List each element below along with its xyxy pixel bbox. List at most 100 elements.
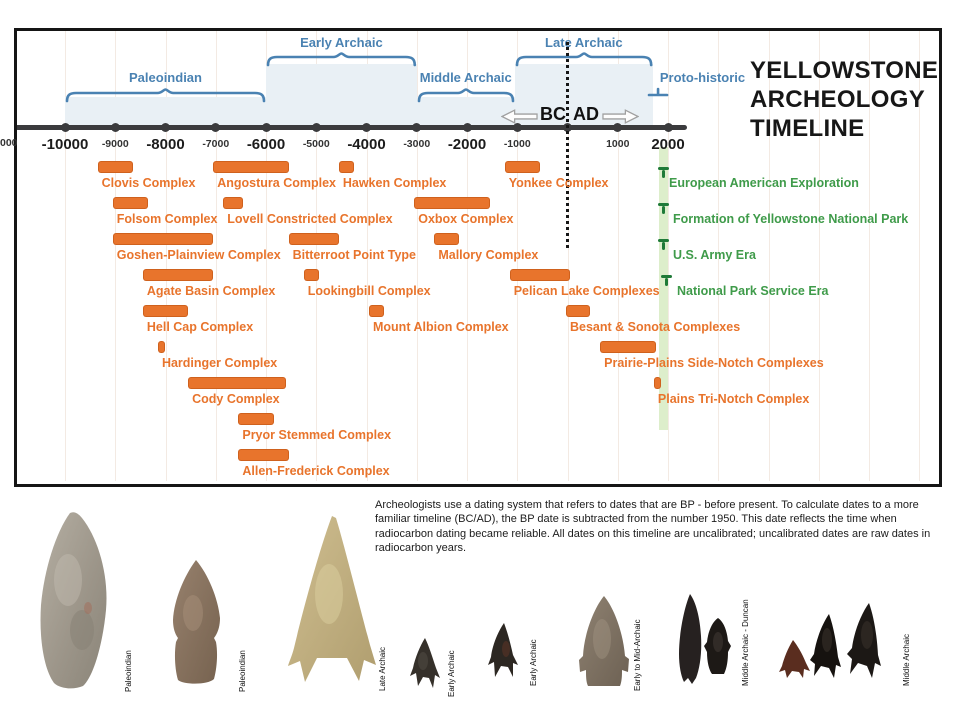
axis-tick-dot — [311, 123, 321, 132]
complex-bar — [565, 305, 591, 317]
chart-title-line-2: ARCHEOLOGY — [750, 86, 926, 113]
projectile-points-middle-archaic-duncan — [679, 594, 731, 684]
gridline — [316, 31, 318, 481]
period-shade — [416, 97, 515, 128]
complex-label: Oxbox Complex — [418, 212, 514, 226]
clipped-left-tick-label: 000 — [0, 137, 18, 149]
period-brace — [647, 87, 669, 97]
period-brace — [266, 52, 417, 67]
projectile-point-early-archaic-1 — [410, 638, 440, 688]
projectile-point-paleoindian-1 — [40, 512, 107, 689]
gridline — [65, 31, 66, 481]
axis-tick-label: -9000 — [101, 138, 129, 150]
gridline — [668, 31, 669, 481]
period-label-late-archaic: Late Archaic — [545, 35, 623, 50]
axis-tick-label: 2000 — [651, 136, 685, 153]
complex-bar — [504, 161, 540, 173]
projectile-point-paleoindian-2 — [173, 560, 220, 684]
historic-event-label: U.S. Army Era — [673, 248, 756, 262]
axis-tick-label: -6000 — [246, 136, 286, 153]
gridline — [366, 31, 368, 481]
artifact-label-4: Early Archaic — [447, 650, 456, 697]
complex-label: Agate Basin Complex — [146, 284, 276, 298]
complex-label: Lovell Constricted Complex — [227, 212, 393, 226]
historic-era-pin — [661, 275, 673, 286]
axis-tick-label: -5000 — [302, 138, 330, 150]
artifact-label-8: Middle Archaic — [902, 633, 911, 686]
complex-bar — [653, 377, 661, 389]
complex-bar — [238, 449, 289, 461]
complex-label: Pelican Lake Complexes — [513, 284, 660, 298]
artifact-label-3: Late Archaic — [378, 646, 387, 691]
complex-label: Allen-Frederick Complex — [242, 464, 390, 478]
gridline — [869, 31, 870, 481]
complex-bar — [142, 269, 214, 281]
gridline — [919, 31, 921, 481]
axis-tick-dot — [211, 123, 221, 132]
gridline — [517, 31, 519, 481]
projectile-point-early-archaic-2 — [488, 623, 518, 677]
historic-era-pin — [658, 167, 670, 178]
axis-tick-dot — [161, 123, 170, 132]
axis-tick-dot — [110, 123, 120, 132]
complex-label: Folsom Complex — [116, 212, 218, 226]
complex-label: Mallory Complex — [438, 248, 539, 262]
gridline — [215, 31, 217, 481]
gridline — [718, 31, 720, 481]
historic-event-label: European American Exploration — [669, 176, 859, 190]
complex-bar — [142, 305, 189, 317]
gridline — [567, 31, 569, 481]
artifact-label-2: Paleoindian — [238, 650, 247, 692]
complex-bar — [338, 161, 354, 173]
period-brace — [515, 52, 653, 67]
chart-title-line-1: YELLOWSTONE — [750, 57, 939, 84]
complex-label: Plains Tri-Notch Complex — [657, 392, 810, 406]
complex-bar — [369, 305, 385, 317]
gridline — [617, 31, 619, 481]
complex-bar — [303, 269, 319, 281]
gridline — [768, 31, 770, 481]
artifact-label-7: Middle Archaic - Duncan — [741, 599, 750, 686]
complex-bar — [509, 269, 570, 281]
complex-bar — [288, 233, 339, 245]
axis-tick-label: -3000 — [403, 138, 431, 150]
axis-tick-dot — [261, 123, 271, 132]
complex-bar — [238, 413, 274, 425]
historic-event-label: Formation of Yellowstone National Park — [673, 212, 909, 226]
bc-label: BC — [540, 104, 566, 124]
artifact-label-1: Paleoindian — [124, 650, 133, 692]
axis-tick-label: -10000 — [41, 136, 89, 153]
complex-label: Angostura Complex — [217, 176, 336, 190]
complex-bar — [157, 341, 166, 353]
gridline — [818, 31, 820, 481]
historic-event-label: National Park Service Era — [677, 284, 829, 298]
bc-ad-divider-line — [565, 42, 569, 248]
historic-era-pin — [658, 203, 670, 214]
axis-tick-label: -4000 — [347, 136, 386, 153]
complex-label: Hell Cap Complex — [146, 320, 254, 334]
complex-bar — [188, 377, 287, 389]
complex-bar — [213, 161, 289, 173]
complex-label: Besant & Sonota Complexes — [569, 320, 741, 334]
period-shade — [266, 64, 417, 128]
axis-tick-label: -7000 — [202, 138, 230, 150]
projectile-point-late-archaic — [288, 516, 376, 682]
complex-label: Prairie-Plains Side-Notch Complexes — [604, 356, 824, 370]
axis-tick-label: -2000 — [447, 136, 487, 153]
complex-bar — [223, 197, 244, 209]
axis-tick-dot — [613, 123, 623, 132]
projectile-points-middle-archaic — [779, 603, 881, 678]
axis-tick-label: -1000 — [503, 138, 531, 150]
complex-label: Bitterroot Point Type — [292, 248, 416, 262]
axis-tick-label: 1000 — [606, 138, 630, 150]
ad-right-arrow-icon — [602, 109, 639, 124]
complex-bar — [414, 197, 490, 209]
axis-tick-dot — [60, 123, 70, 132]
bc-left-arrow-icon — [501, 109, 538, 124]
chart-title-line-3: TIMELINE — [750, 115, 865, 142]
artifact-label-6: Early to Mid-Archaic — [633, 619, 642, 691]
gridline — [467, 31, 468, 481]
ad-label: AD — [573, 104, 599, 124]
complex-label: Clovis Complex — [101, 176, 196, 190]
